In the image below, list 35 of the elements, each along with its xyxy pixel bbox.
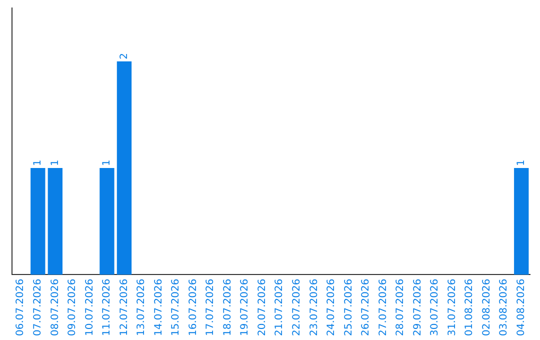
x-tick-label: 21.07.2026: [274, 278, 286, 336]
x-tick-label: 06.07.2026: [15, 278, 26, 336]
x-tick-label: 02.08.2026: [481, 278, 492, 336]
data-label: 1: [32, 160, 44, 166]
x-tick-label: 26.07.2026: [360, 278, 372, 336]
data-label: 1: [102, 160, 113, 166]
x-tick-label: 19.07.2026: [240, 278, 251, 336]
x-tick-label: 16.07.2026: [188, 278, 199, 336]
x-tick-label: 18.07.2026: [222, 278, 234, 336]
x-tick-label: 09.07.2026: [67, 278, 78, 336]
data-label: 2: [118, 52, 130, 60]
x-tick-label: 01.08.2026: [464, 278, 476, 336]
x-tick-label: 13.07.2026: [136, 278, 148, 336]
x-tick-label: 20.07.2026: [256, 278, 268, 336]
x-tick-label: 15.07.2026: [170, 278, 182, 336]
x-tick-label: 11.07.2026: [102, 278, 113, 336]
x-tick-label: 27.07.2026: [378, 278, 389, 336]
x-tick-label: 17.07.2026: [205, 278, 216, 336]
x-tick-label: 12.07.2026: [118, 278, 130, 336]
data-label: 1: [50, 160, 61, 166]
x-tick-label: 07.07.2026: [32, 278, 44, 336]
x-tick-label: 14.07.2026: [153, 278, 164, 336]
x-tick-label: 29.07.2026: [412, 278, 424, 336]
x-tick-label: 28.07.2026: [395, 278, 406, 336]
x-tick-label: 24.07.2026: [326, 278, 338, 336]
x-tick-label: 03.08.2026: [498, 278, 510, 336]
x-tick-label: 30.07.2026: [430, 278, 441, 336]
x-tick-label: 25.07.2026: [343, 278, 354, 336]
data-label: 1: [516, 160, 527, 166]
x-tick-label: 22.07.2026: [291, 278, 302, 336]
x-tick-label: 10.07.2026: [84, 278, 96, 336]
x-tick-label: 08.07.2026: [50, 278, 61, 336]
x-tick-label: 04.08.2026: [516, 278, 527, 336]
x-tick-label: 31.07.2026: [446, 278, 458, 336]
x-tick-label: 23.07.2026: [308, 278, 320, 336]
